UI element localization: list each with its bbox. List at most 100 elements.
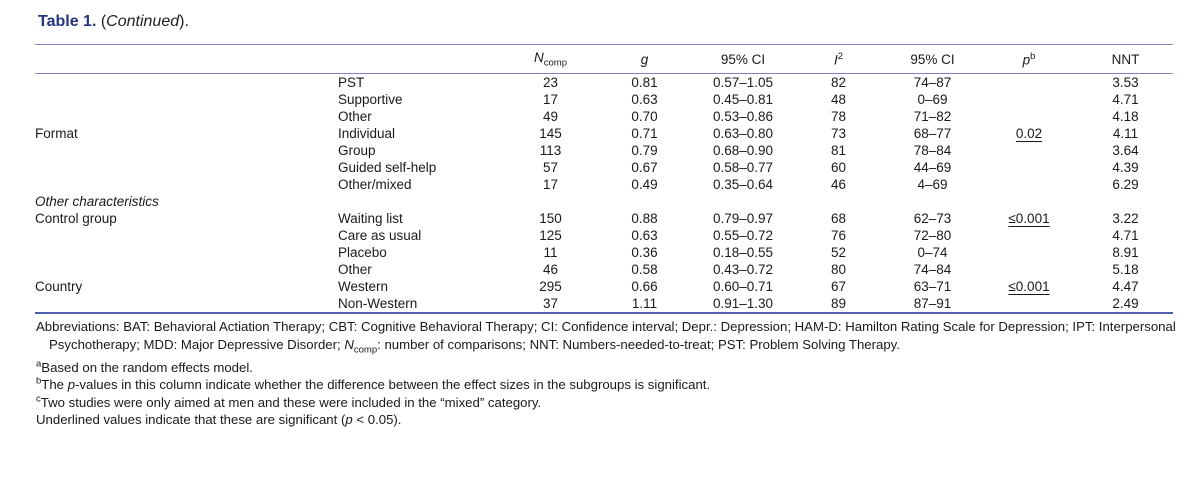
cell-ci2: 72–80 [913, 228, 952, 243]
cell-g: 0.36 [631, 245, 658, 260]
cell-subgroup: Other [338, 109, 372, 124]
cell-i2: 81 [830, 143, 847, 158]
table-row: Supportive 17 0.63 0.45–0.81 48 0–69 4.71 [35, 91, 1173, 108]
cell-subgroup: Individual [338, 126, 396, 141]
cell-p [980, 142, 1078, 159]
cell-i2: 60 [830, 160, 847, 175]
cell-i2: 52 [830, 245, 847, 260]
table-body: PST 23 0.81 0.57–1.05 82 74–87 3.53 Supportive 1… [35, 74, 1173, 314]
cell-g: 0.66 [631, 279, 658, 294]
table-row: Other/mixed 17 0.49 0.35–0.64 46 4–69 6.29 [35, 176, 1173, 193]
significant-p-value: ≤0.001 [1008, 211, 1050, 226]
cell-ncomp: 295 [539, 279, 562, 294]
cell-ci1: 0.60–0.71 [712, 279, 774, 294]
cell-ncomp: 17 [542, 177, 559, 192]
cell-g: 0.81 [631, 75, 658, 90]
header-i2: I2 [792, 44, 885, 74]
cell-g: 0.63 [631, 92, 658, 107]
cell-nnt: 3.53 [1112, 75, 1139, 90]
cell-subgroup: Non-Western [338, 296, 418, 311]
section-heading: Other characteristics [35, 194, 159, 209]
table-row: Non-Western 37 1.11 0.91–1.30 89 87–91 2.49 [35, 295, 1173, 313]
cell-nnt: 4.47 [1112, 279, 1139, 294]
table-row: Country Western 295 0.66 0.60–0.71 67 63–71 ≤0.… [35, 278, 1173, 295]
cell-ci1: 0.45–0.81 [712, 92, 774, 107]
cell-nnt: 5.18 [1112, 262, 1139, 277]
cell-ncomp: 17 [542, 92, 559, 107]
table-row: PST 23 0.81 0.57–1.05 82 74–87 3.53 [35, 74, 1173, 92]
cell-ci2: 62–73 [913, 211, 952, 226]
cell-category [35, 91, 332, 108]
cell-ci1: 0.53–0.86 [712, 109, 774, 124]
cell-ci1: 0.57–1.05 [712, 75, 774, 90]
cell-ci2: 74–87 [913, 75, 952, 90]
cell-ncomp: 113 [539, 143, 562, 158]
footnote-underlined-values: Underlined values indicate that these ar… [36, 412, 402, 428]
cell-nnt: 6.29 [1112, 177, 1139, 192]
cell-ci2: 71–82 [913, 109, 952, 124]
cell-subgroup: Waiting list [338, 211, 403, 226]
cell-ci2: 0–69 [917, 92, 948, 107]
cell-nnt: 2.49 [1112, 296, 1139, 311]
cell-i2: 68 [830, 211, 847, 226]
footnotes: Abbreviations: BAT: Behavioral Actiation… [36, 318, 1176, 429]
cell-category [35, 227, 332, 244]
cell-i2: 46 [830, 177, 847, 192]
cell-p [980, 159, 1078, 176]
cell-category: Format [35, 126, 78, 141]
cell-subgroup: Placebo [338, 245, 387, 260]
cell-subgroup: Guided self-help [338, 160, 437, 175]
cell-ci2: 78–84 [913, 143, 952, 158]
cell-ci1: 0.55–0.72 [712, 228, 774, 243]
cell-category: Country [35, 279, 83, 294]
table-row: Other 49 0.70 0.53–0.86 78 71–82 4.18 [35, 108, 1173, 125]
cell-p [980, 74, 1078, 92]
cell-g: 0.79 [631, 143, 658, 158]
table-row: Format Individual 145 0.71 0.63–0.80 73 68–77 0… [35, 125, 1173, 142]
cell-i2: 80 [830, 262, 847, 277]
cell-p [980, 261, 1078, 278]
cell-ncomp: 150 [539, 211, 562, 226]
cell-ci1: 0.91–1.30 [712, 296, 774, 311]
header-row: Ncomp g 95% CI I2 95% CI pb NNT [35, 44, 1173, 74]
cell-category: Control group [35, 211, 117, 226]
cell-p: ≤0.001 [980, 210, 1078, 227]
table-header: Ncomp g 95% CI I2 95% CI pb NNT [35, 44, 1173, 74]
cell-g: 0.71 [631, 126, 658, 141]
cell-ci1: 0.63–0.80 [712, 126, 774, 141]
cell-ci2: 74–84 [913, 262, 952, 277]
cell-ncomp: 46 [542, 262, 559, 277]
cell-ncomp: 23 [542, 75, 559, 90]
table-row: Placebo 11 0.36 0.18–0.55 52 0–74 8.91 [35, 244, 1173, 261]
table-row: Control group Waiting list 150 0.88 0.79–0.9… [35, 210, 1173, 227]
cell-category [35, 261, 332, 278]
header-ci1: 95% CI [694, 44, 792, 74]
table-row: Group 113 0.79 0.68–0.90 81 78–84 3.64 [35, 142, 1173, 159]
table-row: Other 46 0.58 0.43–0.72 80 74–84 5.18 [35, 261, 1173, 278]
cell-ci2: 4–69 [917, 177, 948, 192]
cell-ncomp: 37 [542, 296, 559, 311]
cell-p [980, 176, 1078, 193]
cell-subgroup: Group [338, 143, 376, 158]
cell-category [35, 108, 332, 125]
cell-g: 0.70 [631, 109, 658, 124]
cell-subgroup: Western [338, 279, 389, 294]
cell-nnt: 4.71 [1112, 228, 1139, 243]
results-table: Ncomp g 95% CI I2 95% CI pb NNT PST 23 0.8… [35, 44, 1173, 314]
cell-i2: 67 [830, 279, 847, 294]
cell-i2: 89 [830, 296, 847, 311]
cell-ci2: 44–69 [913, 160, 952, 175]
header-g: g [595, 44, 694, 74]
table-row: Guided self-help 57 0.67 0.58–0.77 60 44–69 4.… [35, 159, 1173, 176]
cell-g: 0.67 [631, 160, 658, 175]
cell-ci1: 0.35–0.64 [712, 177, 774, 192]
cell-nnt: 4.39 [1112, 160, 1139, 175]
cell-nnt: 8.91 [1112, 245, 1139, 260]
cell-i2: 82 [830, 75, 847, 90]
footnote-abbreviations: Abbreviations: BAT: Behavioral Actiation… [36, 319, 1176, 356]
cell-nnt: 3.64 [1112, 143, 1139, 158]
cell-ci1: 0.68–0.90 [712, 143, 774, 158]
header-category [35, 44, 332, 74]
section-row: Other characteristics [35, 193, 1173, 210]
cell-i2: 73 [830, 126, 847, 141]
